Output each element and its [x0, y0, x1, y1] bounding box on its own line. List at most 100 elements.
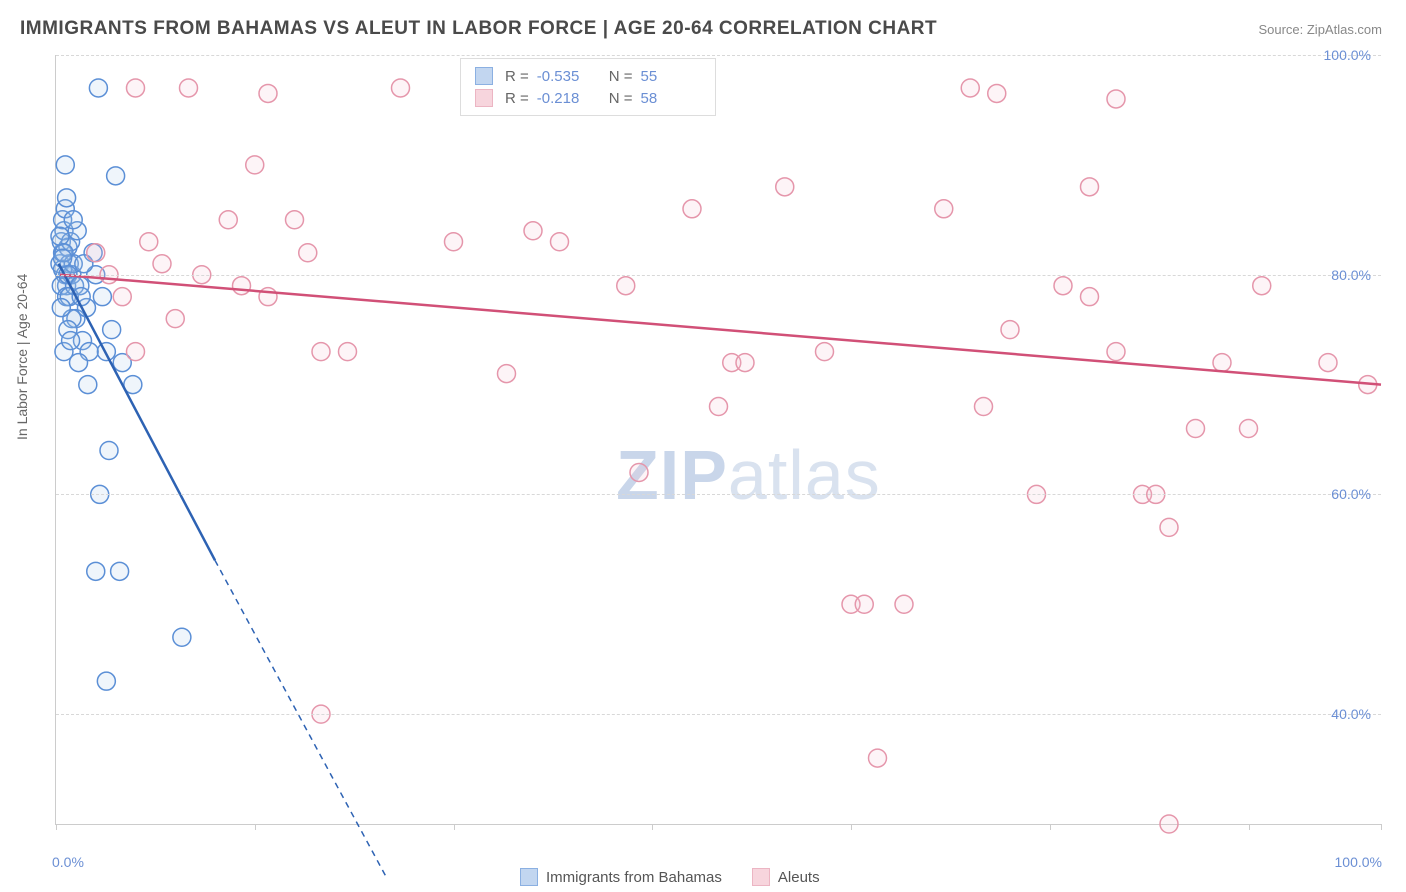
r-label-2: R = — [505, 90, 529, 107]
data-point — [935, 200, 953, 218]
data-point — [961, 79, 979, 97]
data-point — [1213, 354, 1231, 372]
legend-row-series1: R = -0.535 N = 55 — [475, 65, 701, 87]
chart-title: IMMIGRANTS FROM BAHAMAS VS ALEUT IN LABO… — [20, 18, 937, 40]
data-point — [87, 562, 105, 580]
legend-bottom-swatch-1 — [520, 868, 538, 886]
data-point — [153, 255, 171, 273]
x-tick-mark — [1249, 824, 1250, 830]
x-tick-mark — [652, 824, 653, 830]
x-tick-mark — [454, 824, 455, 830]
data-point — [246, 156, 264, 174]
chart-container: IMMIGRANTS FROM BAHAMAS VS ALEUT IN LABO… — [0, 0, 1406, 892]
data-point — [97, 672, 115, 690]
data-point — [776, 178, 794, 196]
series-legend: Immigrants from Bahamas Aleuts — [520, 868, 820, 886]
source-label: Source: ZipAtlas.com — [1258, 22, 1382, 37]
r-value-1: -0.535 — [537, 68, 597, 85]
data-point — [498, 365, 516, 383]
data-point — [736, 354, 754, 372]
n-label-2: N = — [609, 90, 633, 107]
x-axis-min-label: 0.0% — [52, 854, 84, 870]
data-point — [445, 233, 463, 251]
data-point — [259, 84, 277, 102]
chart-svg — [56, 55, 1381, 824]
data-point — [166, 310, 184, 328]
data-point — [524, 222, 542, 240]
data-point — [710, 398, 728, 416]
legend-bottom-swatch-2 — [752, 868, 770, 886]
data-point — [140, 233, 158, 251]
legend-bottom-label-1: Immigrants from Bahamas — [546, 869, 722, 886]
legend-swatch-series1 — [475, 67, 493, 85]
gridline — [56, 275, 1381, 276]
source-value: ZipAtlas.com — [1307, 22, 1382, 37]
legend-swatch-series2 — [475, 89, 493, 107]
trend-line-extrapolation — [215, 560, 387, 879]
x-tick-mark — [56, 824, 57, 830]
legend-row-series2: R = -0.218 N = 58 — [475, 87, 701, 109]
data-point — [111, 562, 129, 580]
r-value-2: -0.218 — [537, 90, 597, 107]
data-point — [312, 343, 330, 361]
data-point — [286, 211, 304, 229]
data-point — [683, 200, 701, 218]
gridline — [56, 55, 1381, 56]
data-point — [988, 84, 1006, 102]
data-point — [127, 79, 145, 97]
data-point — [617, 277, 635, 295]
data-point — [87, 244, 105, 262]
data-point — [103, 321, 121, 339]
data-point — [1107, 90, 1125, 108]
data-point — [299, 244, 317, 262]
data-point — [1081, 288, 1099, 306]
data-point — [113, 288, 131, 306]
data-point — [339, 343, 357, 361]
data-point — [107, 167, 125, 185]
correlation-legend: R = -0.535 N = 55 R = -0.218 N = 58 — [460, 58, 716, 116]
data-point — [895, 595, 913, 613]
data-point — [1081, 178, 1099, 196]
x-tick-mark — [255, 824, 256, 830]
data-point — [58, 189, 76, 207]
data-point — [89, 79, 107, 97]
y-tick-label: 80.0% — [1331, 267, 1371, 283]
x-tick-mark — [851, 824, 852, 830]
x-tick-mark — [1381, 824, 1382, 830]
data-point — [173, 628, 191, 646]
data-point — [54, 249, 72, 267]
source-prefix: Source: — [1258, 22, 1306, 37]
data-point — [100, 441, 118, 459]
gridline — [56, 714, 1381, 715]
legend-item-series1: Immigrants from Bahamas — [520, 868, 722, 886]
data-point — [392, 79, 410, 97]
data-point — [855, 595, 873, 613]
y-tick-label: 60.0% — [1331, 486, 1371, 502]
r-label-1: R = — [505, 68, 529, 85]
y-axis-title: In Labor Force | Age 20-64 — [14, 274, 30, 440]
data-point — [219, 211, 237, 229]
data-point — [51, 227, 69, 245]
n-value-2: 58 — [641, 90, 701, 107]
data-point — [52, 299, 70, 317]
x-tick-mark — [1050, 824, 1051, 830]
x-axis-max-label: 100.0% — [1335, 854, 1382, 870]
data-point — [1253, 277, 1271, 295]
data-point — [630, 463, 648, 481]
data-point — [1319, 354, 1337, 372]
data-point — [93, 288, 111, 306]
data-point — [1054, 277, 1072, 295]
trend-line — [60, 275, 1381, 385]
data-point — [79, 376, 97, 394]
y-tick-label: 40.0% — [1331, 706, 1371, 722]
data-point — [551, 233, 569, 251]
y-tick-label: 100.0% — [1324, 47, 1371, 63]
gridline — [56, 494, 1381, 495]
data-point — [1001, 321, 1019, 339]
n-label-1: N = — [609, 68, 633, 85]
data-point — [62, 332, 80, 350]
data-point — [127, 343, 145, 361]
data-point — [1187, 420, 1205, 438]
data-point — [816, 343, 834, 361]
data-point — [1160, 815, 1178, 833]
